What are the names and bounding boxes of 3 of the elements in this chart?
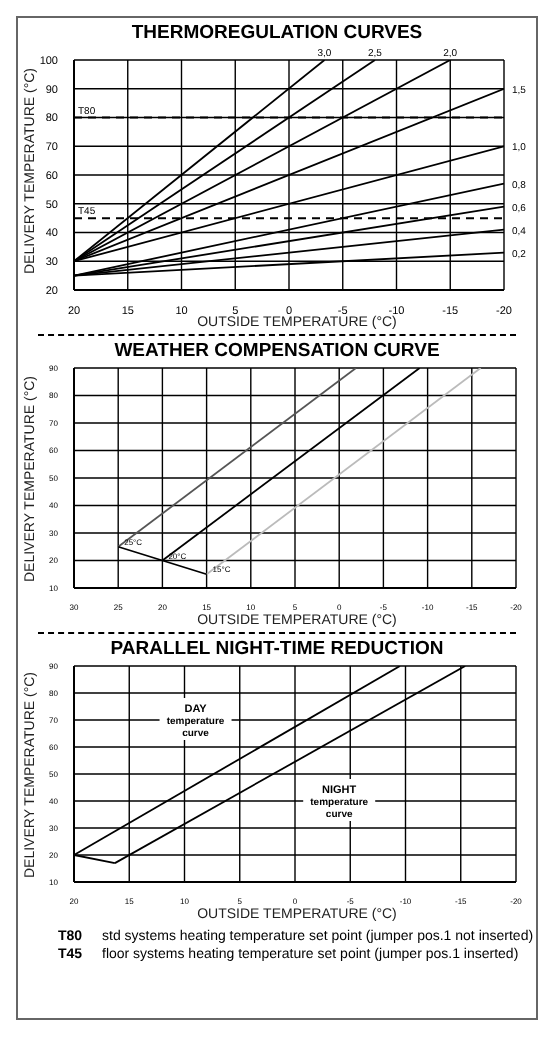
chart-title: WEATHER COMPENSATION CURVE [112, 340, 442, 362]
chart-title: PARALLEL NIGHT-TIME REDUCTION [108, 638, 446, 660]
chart-title: THERMOREGULATION CURVES [129, 22, 425, 44]
